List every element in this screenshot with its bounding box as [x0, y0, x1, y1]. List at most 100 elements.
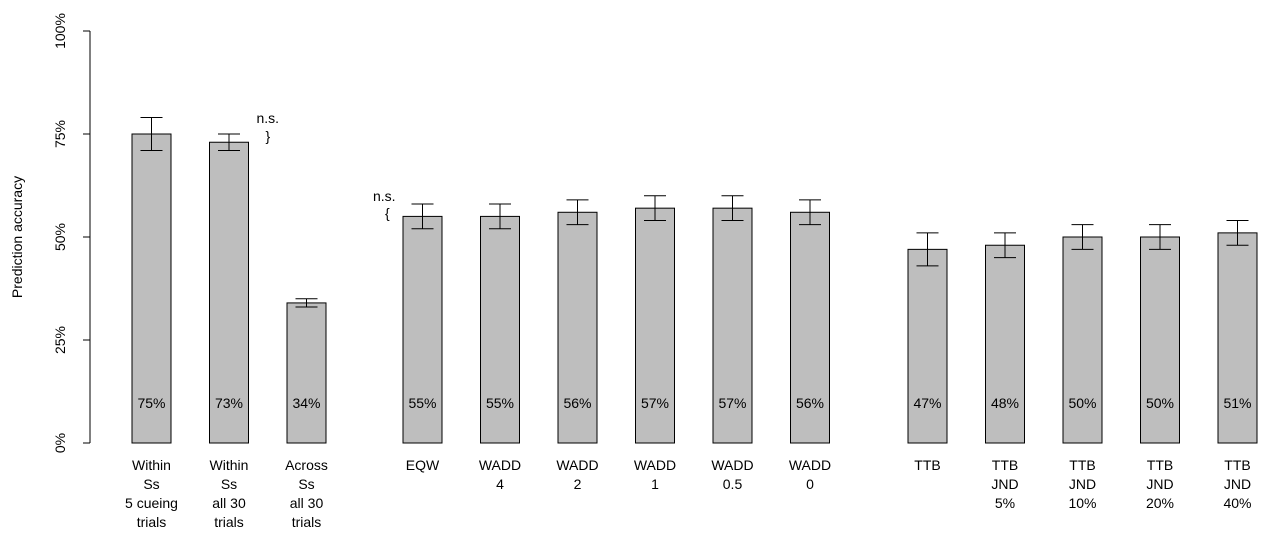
bar-value-label: 55%: [486, 395, 514, 411]
category-label: TTB JND 10%: [1068, 457, 1096, 511]
bar: [286, 302, 327, 444]
category-label-line: Ss: [221, 476, 237, 492]
category-label-line: WADD: [789, 457, 831, 473]
y-axis-label: Prediction accuracy: [9, 176, 25, 298]
category-label-line: TTB: [1069, 457, 1095, 473]
bar: [635, 207, 675, 444]
category-label-line: all 30: [290, 495, 324, 511]
bar-group: 57% WADD 1: [634, 195, 676, 492]
y-tick-label: 100%: [52, 13, 68, 49]
ns-bracket: }: [266, 128, 271, 144]
bar-group: 51% TTB JND 40%: [1217, 220, 1258, 511]
bar-value-label: 51%: [1223, 395, 1251, 411]
bar-value-label: 57%: [641, 395, 669, 411]
category-label-line: 40%: [1223, 495, 1251, 511]
category-label-line: Within: [132, 457, 171, 473]
category-label-line: trials: [137, 514, 167, 530]
bar: [1217, 232, 1258, 444]
bar-value-label: 48%: [991, 395, 1019, 411]
bar-group: 57% WADD 0.5: [711, 195, 754, 492]
bar-value-label: 55%: [408, 395, 436, 411]
bar-value-label: 75%: [137, 395, 165, 411]
category-label-line: TTB: [992, 457, 1018, 473]
ns-bracket: {: [385, 205, 390, 221]
bar: [402, 215, 443, 444]
bar: [907, 248, 948, 444]
bar: [209, 141, 249, 444]
y-tick-label: 0%: [52, 433, 68, 453]
y-axis: 0% 25% 50% 75% 100%: [52, 13, 91, 453]
category-label: Within Ss all 30 trials: [210, 457, 249, 530]
bar-group: 47% TTB: [907, 232, 948, 473]
category-label-line: Ss: [298, 476, 314, 492]
category-label-line: TTB: [1224, 457, 1250, 473]
bar-group: 56% WADD 2: [556, 199, 599, 492]
category-label: Across Ss all 30 trials: [285, 457, 328, 530]
category-label-line: WADD: [634, 457, 676, 473]
category-label-line: WADD: [711, 457, 753, 473]
category-label: TTB JND 40%: [1223, 457, 1251, 511]
bar-value-label: 57%: [718, 395, 746, 411]
category-label: WADD 4: [479, 457, 521, 492]
bar: [131, 133, 172, 444]
category-label-line: 0: [806, 476, 814, 492]
category-label: WADD 0.5: [711, 457, 753, 492]
category-label: TTB: [914, 457, 940, 473]
category-label-line: all 30: [212, 495, 246, 511]
category-label-line: JND: [1069, 476, 1096, 492]
bar: [1140, 236, 1180, 444]
bar-group: 50% TTB JND 20%: [1140, 224, 1180, 511]
category-label-line: trials: [292, 514, 322, 530]
category-label-line: Ss: [143, 476, 159, 492]
ns-annotation: n.s.: [257, 110, 280, 126]
ns-annotation: n.s.: [373, 188, 396, 204]
category-label-line: TTB: [1147, 457, 1173, 473]
category-label-line: WADD: [556, 457, 598, 473]
category-label-line: 20%: [1146, 495, 1174, 511]
category-label: WADD 0: [789, 457, 831, 492]
category-label: EQW: [406, 457, 440, 473]
bar-value-label: 73%: [215, 395, 243, 411]
category-label-line: JND: [991, 476, 1018, 492]
category-label: TTB JND 5%: [991, 457, 1018, 511]
category-label: Within Ss 5 cueing trials: [125, 457, 178, 530]
bar-group: 34% Across Ss all 30 trials: [285, 298, 328, 530]
bar-value-label: 34%: [292, 395, 320, 411]
bar-value-label: 50%: [1068, 395, 1096, 411]
y-tick-label: 75%: [52, 120, 68, 148]
category-label-line: 4: [496, 476, 504, 492]
category-label-line: JND: [1146, 476, 1173, 492]
bar: [557, 211, 598, 444]
bar-value-label: 56%: [563, 395, 591, 411]
y-tick-label: 25%: [52, 326, 68, 354]
bar-group: 50% TTB JND 10%: [1062, 224, 1103, 511]
category-label-line: EQW: [406, 457, 440, 473]
category-label-line: trials: [214, 514, 244, 530]
bar: [985, 244, 1025, 444]
category-label-line: 0.5: [723, 476, 743, 492]
bar-value-label: 56%: [796, 395, 824, 411]
category-label: WADD 1: [634, 457, 676, 492]
bar-value-label: 50%: [1146, 395, 1174, 411]
bar-value-label: 47%: [913, 395, 941, 411]
y-tick-label: 50%: [52, 223, 68, 251]
category-label-line: 5%: [995, 495, 1015, 511]
bar: [480, 215, 520, 444]
bar-group: 73% Within Ss all 30 trials: [209, 133, 249, 530]
bar: [712, 207, 753, 444]
category-label-line: 1: [651, 476, 659, 492]
category-label-line: JND: [1224, 476, 1251, 492]
bar-group: 55% WADD 4: [479, 203, 521, 492]
bar-group: 75% Within Ss 5 cueing trials: [125, 117, 178, 530]
bar-group: 56% WADD 0: [789, 199, 831, 492]
bar: [1062, 236, 1103, 444]
bar-group: 48% TTB JND 5%: [985, 232, 1025, 511]
category-label-line: Across: [285, 457, 328, 473]
category-label-line: 10%: [1068, 495, 1096, 511]
bars: 75% Within Ss 5 cueing trials 73% Within Ss all …: [125, 117, 1258, 530]
category-label-line: 2: [574, 476, 582, 492]
bar-group: 55% EQW: [402, 203, 443, 473]
annotations: n.s.}n.s.{: [257, 110, 396, 221]
category-label-line: Within: [210, 457, 249, 473]
